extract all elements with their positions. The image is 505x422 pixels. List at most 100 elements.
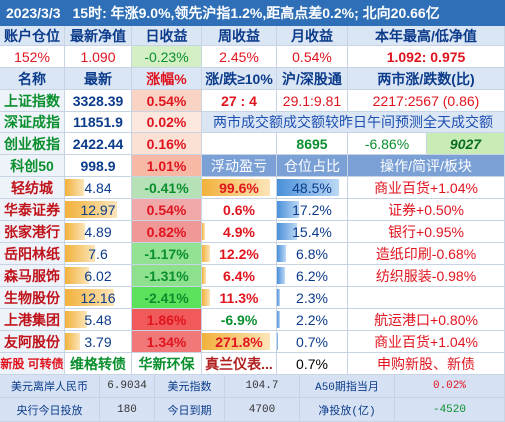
holding-row[interactable]: 友阿股份 3.79 1.34% 271.8% 0.7% 商业百货+1.04%	[0, 331, 505, 353]
pboc-inject-value: 180	[100, 398, 155, 422]
position-bar	[277, 201, 300, 218]
holding-name[interactable]: 轻纺城	[0, 177, 65, 199]
index-header-row: 名称 最新 涨幅% 涨/跌≥10% 沪/深股通 两市涨/跌数(比)	[0, 68, 505, 90]
holding-note: 纺织服装-0.98%	[348, 265, 505, 287]
last-bar	[65, 245, 96, 262]
holding-name[interactable]: 生物股份	[0, 287, 65, 309]
holding-change: 0.54%	[132, 199, 202, 221]
holding-position: 6.8%	[277, 243, 348, 265]
index-change: 0.16%	[132, 133, 202, 155]
holding-position: 48.5%	[277, 177, 348, 199]
index-last: 998.9	[65, 155, 132, 177]
footer-row-fx: 美元离岸人民币 6.9034 美元指数 104.7 A50期指当月 0.02%	[0, 375, 505, 398]
pnl-bar	[202, 223, 206, 240]
last-bar	[65, 267, 90, 284]
holding-row[interactable]: 生物股份 12.16 -2.41% 11.3% 2.3%	[0, 287, 505, 309]
col-position: 仓位占比	[277, 155, 348, 177]
holding-row[interactable]: 轻纺城 4.84 -0.41% 99.6% 48.5% 商业百货+1.04%	[0, 177, 505, 199]
holding-note: 航运港口+0.80%	[348, 309, 505, 331]
net-inject-value: -4520	[395, 398, 505, 422]
position-bar	[277, 333, 278, 350]
turnover-today: 8695	[277, 133, 348, 155]
label-week-return: 周收益	[202, 26, 277, 46]
limit-ratio: 27 : 4	[202, 90, 277, 112]
col-connect: 沪/深股通	[277, 68, 348, 90]
net-inject-label: 净投放(亿)	[300, 398, 395, 422]
index-name[interactable]: 创业板指	[0, 133, 65, 155]
holding-name[interactable]: 岳阳林纸	[0, 243, 65, 265]
value-nav: 1.090	[65, 46, 132, 68]
holding-row[interactable]: 上港集团 5.48 1.86% -6.9% 2.2% 航运港口+0.80%	[0, 309, 505, 331]
value-day-return: -0.23%	[132, 46, 202, 68]
fx-value: 6.9034	[100, 375, 155, 398]
index-name[interactable]: 深证成指	[0, 112, 65, 133]
holding-position: 6.2%	[277, 265, 348, 287]
holding-pnl: 4.9%	[202, 221, 277, 243]
holding-last: 4.89	[65, 221, 132, 243]
holding-last: 4.84	[65, 177, 132, 199]
holding-position: 2.2%	[277, 309, 348, 331]
new-stock-2[interactable]: 真兰仪表...	[202, 353, 277, 375]
holding-name[interactable]: 友阿股份	[0, 331, 65, 353]
label-position: 账户仓位	[0, 26, 65, 46]
index-name[interactable]: 科创50	[0, 155, 65, 177]
a50-value: 0.02%	[395, 375, 505, 398]
turnover-blank	[202, 133, 277, 155]
position-bar	[277, 267, 285, 284]
last-bar	[65, 311, 87, 328]
holding-last: 3.79	[65, 331, 132, 353]
value-month-return: 0.54%	[277, 46, 348, 68]
new-stock-position: 0.7%	[277, 353, 348, 375]
holding-name[interactable]: 森马服饰	[0, 265, 65, 287]
holding-row[interactable]: 张家港行 4.89 0.82% 4.9% 15.4% 银行+0.95%	[0, 221, 505, 243]
label-nav: 最新净值	[65, 26, 132, 46]
pnl-bar	[202, 289, 210, 306]
holding-row[interactable]: 华泰证券 12.97 0.54% 0.6% 17.2% 证券+0.50%	[0, 199, 505, 221]
turnover-change: -6.86%	[348, 133, 427, 155]
pboc-inject-label: 央行今日投放	[0, 398, 100, 422]
index-change: 0.02%	[132, 112, 202, 133]
holding-change: 1.34%	[132, 331, 202, 353]
holding-change: -2.41%	[132, 287, 202, 309]
new-stock-label[interactable]: 新股 可转债	[0, 353, 65, 375]
dxy-value: 104.7	[225, 375, 300, 398]
index-row: 科创50 998.9 1.01% 浮动盈亏 仓位占比 操作/简评/板块	[0, 155, 505, 177]
new-stock-row: 新股 可转债 维格转债 华新环保 真兰仪表... 0.7% 申购新股、新债	[0, 353, 505, 375]
fx-label: 美元离岸人民币	[0, 375, 100, 398]
holding-name[interactable]: 上港集团	[0, 309, 65, 331]
dxy-label: 美元指数	[155, 375, 225, 398]
position-bar	[277, 179, 340, 196]
holding-name[interactable]: 张家港行	[0, 221, 65, 243]
holding-change: -1.17%	[132, 243, 202, 265]
holding-note	[348, 287, 505, 309]
value-position: 152%	[0, 46, 65, 68]
holding-pnl: 0.6%	[202, 199, 277, 221]
holding-note: 证券+0.50%	[348, 199, 505, 221]
account-value-row: 152% 1.090 -0.23% 2.45% 0.54% 1.092: 0.9…	[0, 46, 505, 68]
last-bar	[65, 289, 114, 306]
holding-name[interactable]: 华泰证券	[0, 199, 65, 221]
index-row: 上证指数 3328.39 0.54% 27 : 4 29.1:9.81 2217…	[0, 90, 505, 112]
position-bar	[277, 223, 297, 240]
index-name[interactable]: 上证指数	[0, 90, 65, 112]
new-stock-1[interactable]: 华新环保	[132, 353, 202, 375]
index-change: 1.01%	[132, 155, 202, 177]
position-bar	[277, 289, 280, 306]
new-bond-1[interactable]: 维格转债	[65, 353, 132, 375]
date-label: 2023/3/3	[6, 5, 61, 21]
holding-change: 1.86%	[132, 309, 202, 331]
col-pnl: 浮动盈亏	[202, 155, 277, 177]
turnover-header: 两市成交额成交额较昨日午间预测全天成交额	[202, 112, 505, 133]
col-name: 名称	[0, 68, 65, 90]
index-row: 创业板指 2422.44 0.16% 8695 -6.86% 9027	[0, 133, 505, 155]
holding-pnl: -6.9%	[202, 309, 277, 331]
holding-last: 12.97	[65, 199, 132, 221]
col-change: 涨幅%	[132, 68, 202, 90]
value-week-return: 2.45%	[202, 46, 277, 68]
holding-row[interactable]: 岳阳林纸 7.6 -1.17% 12.2% 6.8% 造纸印刷-0.68%	[0, 243, 505, 265]
label-day-return: 日收益	[132, 26, 202, 46]
col-last: 最新	[65, 68, 132, 90]
holding-row[interactable]: 森马服饰 6.02 -1.31% 6.4% 6.2% 纺织服装-0.98%	[0, 265, 505, 287]
summary-text: 15时: 年涨9.0%,领先沪指1.2%,距高点差0.2%; 北向20.66亿	[72, 5, 440, 21]
index-last: 2422.44	[65, 133, 132, 155]
